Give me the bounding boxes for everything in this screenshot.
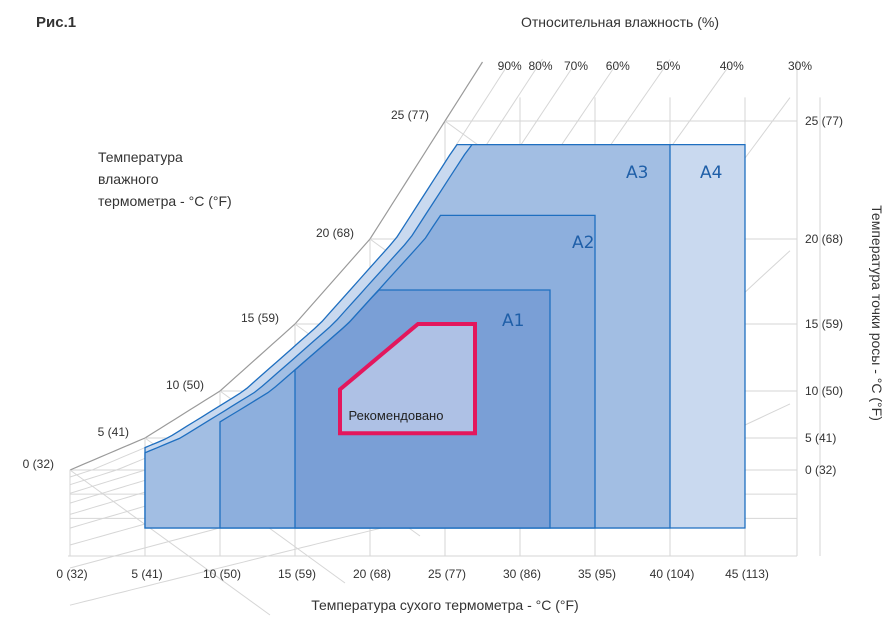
x-tick-label: 45 (113) xyxy=(725,567,769,581)
wetbulb-tick-label: 15 (59) xyxy=(241,311,279,325)
x-axis-title: Температура сухого термометра - °C (°F) xyxy=(311,597,578,613)
zone-label-a4: A4 xyxy=(700,163,722,183)
wetbulb-tick-label: 25 (77) xyxy=(391,108,429,122)
wetbulb-tick-label: 5 (41) xyxy=(98,425,129,439)
rh-tick-label: 70% xyxy=(564,59,588,73)
x-tick-label: 10 (50) xyxy=(203,567,241,581)
rh-axis-title: Относительная влажность (%) xyxy=(521,14,719,30)
wetbulb-title-line-2: влажного xyxy=(98,171,159,187)
x-tick-label: 30 (86) xyxy=(503,567,541,581)
zones xyxy=(144,143,746,529)
x-tick-label: 5 (41) xyxy=(131,567,162,581)
wetbulb-title-line-3: термометра - °C (°F) xyxy=(98,193,232,209)
labels: A4 A3 A2 A1 Рекомендовано 0 (32) 5 (41) 10 (50)… xyxy=(23,59,843,581)
x-tick-label: 20 (68) xyxy=(353,567,391,581)
figure-label: Рис.1 xyxy=(36,14,76,31)
wetbulb-title-line-1: Температура xyxy=(98,149,183,165)
zone-label-a2: A2 xyxy=(572,233,594,253)
dewpoint-axis-title: Температура точки росы - °C (°F) xyxy=(869,205,885,421)
x-tick-label: 15 (59) xyxy=(278,567,316,581)
x-tick-label: 35 (95) xyxy=(578,567,616,581)
rh-tick-label: 40% xyxy=(720,59,744,73)
x-tick-label: 0 (32) xyxy=(56,567,87,581)
dewpoint-tick-label: 20 (68) xyxy=(805,232,843,246)
recommended-zone-label: Рекомендовано xyxy=(349,408,444,423)
rh-tick-label: 90% xyxy=(498,59,522,73)
dewpoint-tick-label: 15 (59) xyxy=(805,317,843,331)
x-tick-label: 25 (77) xyxy=(428,567,466,581)
zone-label-a1: A1 xyxy=(502,311,524,331)
rh-tick-label: 30% xyxy=(788,59,812,73)
rh-tick-label: 80% xyxy=(528,59,552,73)
dewpoint-tick-label: 5 (41) xyxy=(805,431,836,445)
rh-tick-label: 50% xyxy=(656,59,680,73)
dewpoint-tick-label: 25 (77) xyxy=(805,114,843,128)
saturation-curve xyxy=(69,61,484,471)
wetbulb-tick-label: 10 (50) xyxy=(166,378,204,392)
dewpoint-tick-label: 10 (50) xyxy=(805,384,843,398)
x-tick-label: 40 (104) xyxy=(650,567,695,581)
zone-label-a3: A3 xyxy=(626,163,648,183)
dewpoint-tick-label: 0 (32) xyxy=(805,463,836,477)
wetbulb-grid-line xyxy=(69,469,271,616)
recommended-zone xyxy=(338,322,477,436)
wetbulb-tick-label: 20 (68) xyxy=(316,226,354,240)
wetbulb-tick-label: 0 (32) xyxy=(23,457,54,471)
rh-tick-label: 60% xyxy=(606,59,630,73)
